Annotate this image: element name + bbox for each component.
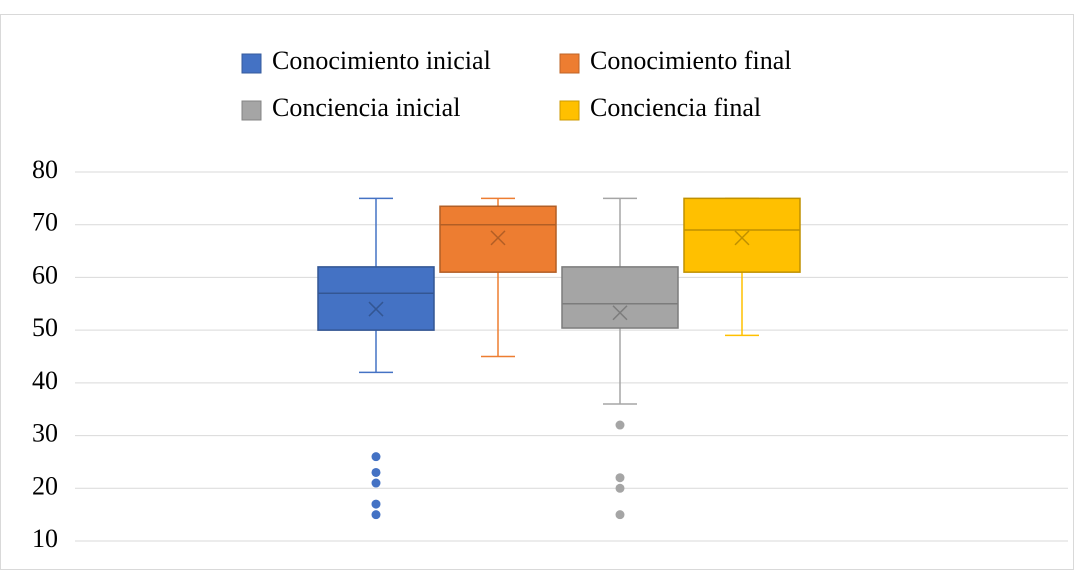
y-tick-label: 40 — [32, 366, 58, 395]
box — [561, 266, 679, 329]
y-tick-label: 50 — [32, 313, 58, 342]
legend-label: Conciencia final — [590, 93, 761, 122]
legend-swatch — [559, 100, 580, 121]
mean-marker — [368, 301, 384, 317]
outlier — [371, 499, 381, 509]
mean-marker — [734, 230, 750, 246]
legend-swatch — [559, 53, 580, 74]
legend-label: Conocimiento inicial — [272, 46, 491, 75]
y-tick-label: 60 — [32, 260, 58, 289]
mean-marker — [612, 305, 628, 321]
y-tick-label: 10 — [32, 524, 58, 553]
y-tick-label: 20 — [32, 471, 58, 500]
outlier — [371, 467, 381, 477]
y-tick-label: 30 — [32, 419, 58, 448]
outlier — [371, 452, 381, 462]
outlier — [615, 510, 625, 520]
box — [683, 197, 801, 273]
outlier — [615, 420, 625, 430]
mean-marker — [490, 230, 506, 246]
y-tick-label: 70 — [32, 208, 58, 237]
outlier — [615, 473, 625, 483]
outlier — [371, 510, 381, 520]
legend-swatch — [241, 53, 262, 74]
outlier — [371, 478, 381, 488]
legend-swatch — [241, 100, 262, 121]
chart-border — [0, 14, 1074, 570]
legend-label: Conciencia inicial — [272, 93, 460, 122]
outlier — [615, 483, 625, 493]
legend-label: Conocimiento final — [590, 46, 791, 75]
box — [439, 205, 557, 273]
box — [317, 266, 435, 331]
y-tick-label: 80 — [32, 155, 58, 184]
